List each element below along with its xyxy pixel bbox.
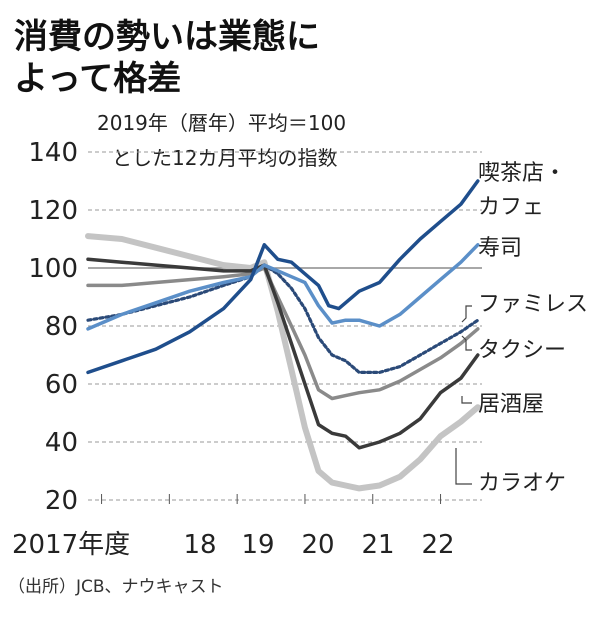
chart-subtitle-line-1: 2019年（暦年）平均＝100 — [97, 111, 346, 135]
y-tick-label: 40 — [45, 428, 78, 458]
y-axis-ticks: 20 40 60 80 100 120 140 — [28, 138, 78, 516]
series-line-1 — [86, 243, 480, 331]
series-line-3 — [86, 266, 480, 401]
x-tick-label: 22 — [421, 530, 454, 560]
leader-karaoke — [455, 448, 472, 485]
x-axis-ticks: 2017年度 18 19 20 21 22 — [12, 494, 455, 560]
series-line-0 — [86, 179, 480, 375]
series-label-4: 居酒屋 — [478, 392, 544, 417]
y-tick-label: 120 — [28, 196, 78, 226]
x-tick-label: 18 — [183, 530, 216, 560]
y-tick-label: 100 — [28, 254, 78, 284]
chart-title-line-1: 消費の勢いは業態に — [14, 17, 320, 57]
series-label-1: 寿司 — [478, 236, 522, 261]
x-tick-label: 19 — [241, 530, 274, 560]
y-tick-label: 140 — [28, 138, 78, 168]
y-tick-label: 20 — [45, 486, 78, 516]
series-lines — [85, 179, 481, 492]
x-tick-label: 20 — [301, 530, 334, 560]
series-label-3: タクシー — [478, 338, 566, 363]
x-tick-label: 21 — [361, 530, 394, 560]
y-tick-label: 80 — [45, 312, 78, 342]
y-tick-label: 60 — [45, 370, 78, 400]
source-note: （出所）JCB、ナウキャスト — [8, 577, 224, 597]
series-label-0: カフェ — [478, 195, 544, 220]
x-tick-label: 2017年度 — [12, 530, 130, 560]
series-label-5: カラオケ — [478, 471, 566, 496]
series-line-4 — [86, 257, 480, 450]
leader-izakaya — [461, 396, 472, 404]
leader-famires — [461, 305, 472, 323]
chart-title-line-2: よって格差 — [14, 59, 181, 99]
chart-subtitle-line-2: とした12カ月平均の指数 — [112, 146, 337, 170]
series-line-2 — [86, 263, 480, 374]
leader-taxi — [461, 335, 472, 351]
series-label-2: ファミレス — [478, 292, 588, 317]
series-line-5 — [85, 233, 481, 492]
series-label-0: 喫茶店・ — [478, 161, 566, 186]
